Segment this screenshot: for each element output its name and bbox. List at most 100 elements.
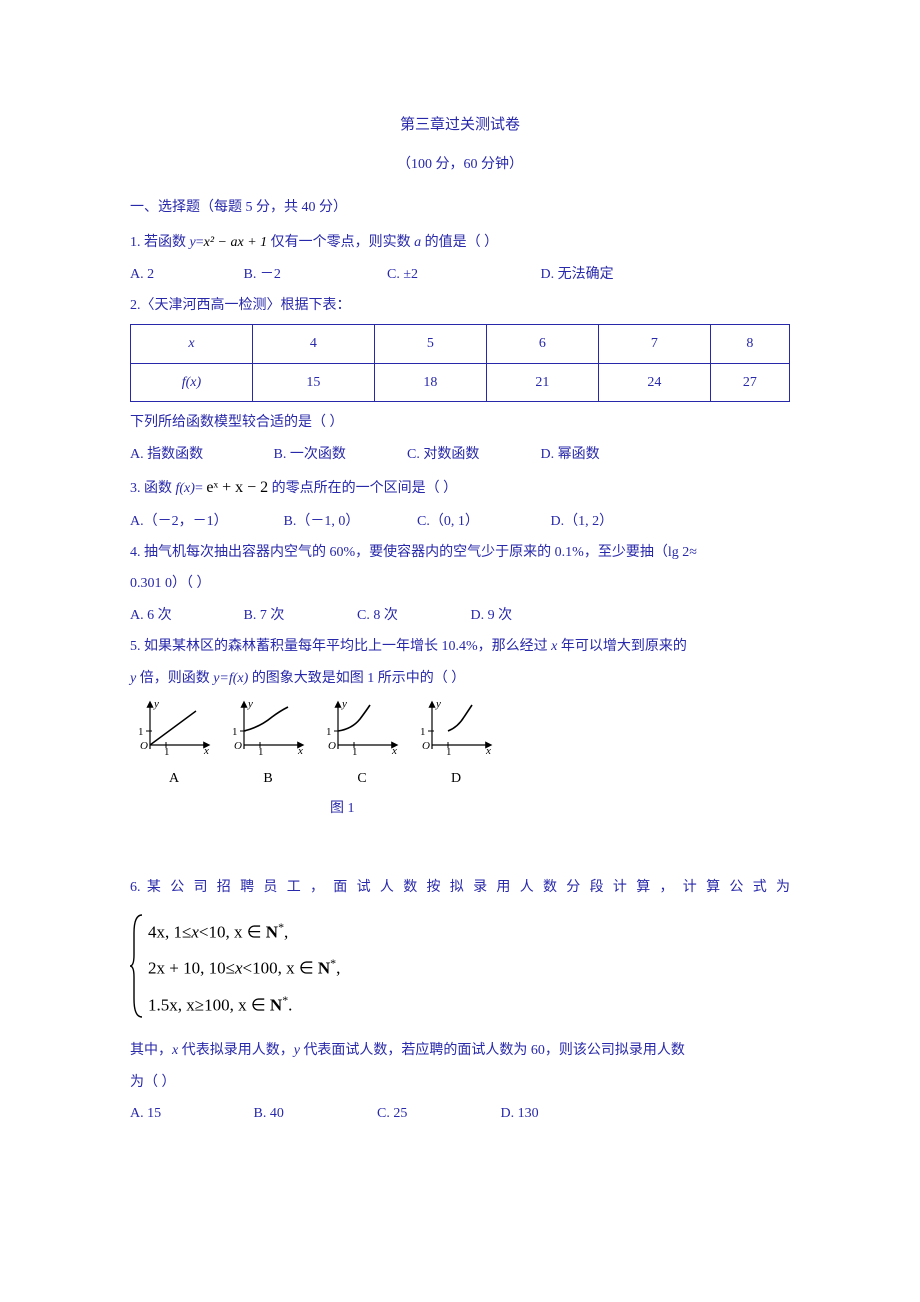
q2-v1: 18 xyxy=(374,363,486,401)
piece-line-3: 1.5x, x≥100, x ∈ N*. xyxy=(148,995,340,1014)
q2-opt-c: C. 对数函数 xyxy=(407,440,537,469)
svg-text:y: y xyxy=(247,699,253,710)
brace-icon xyxy=(130,913,146,1019)
question-6-after1: 其中，x 代表拟录用人数，y 代表面试人数，若应聘的面试人数为 60，则该公司拟… xyxy=(130,1036,790,1065)
svg-text:1: 1 xyxy=(164,746,170,755)
chart-b-label: B xyxy=(230,764,306,793)
q1-options: A. 2 B. －2 C. ±2 D. 无法确定 xyxy=(130,260,790,289)
q6-opt-c: C. 25 xyxy=(377,1099,497,1128)
pw2-lt: < xyxy=(242,959,252,978)
svg-text:1: 1 xyxy=(446,746,452,755)
pw2-c: , xyxy=(336,959,340,978)
q1-tail: 的值是（ ） xyxy=(421,235,498,250)
q2-opt-d: D. 幂函数 xyxy=(541,440,600,469)
chart-d-label: D xyxy=(418,764,494,793)
chart-b: y x O 1 1 B xyxy=(230,699,306,794)
q3-opt-a: A.（－2，－1） xyxy=(130,507,280,536)
page: 第三章过关测试卷 （100 分，60 分钟） 一、选择题（每题 5 分，共 40… xyxy=(0,0,920,1191)
q5-l2-post: 的图象大致是如图 1 所示中的（ ） xyxy=(248,671,465,686)
q3-post: 的零点所在的一个区间是（ ） xyxy=(268,481,457,496)
q4-opt-c: C. 8 次 xyxy=(357,601,467,630)
q6-options: A. 15 B. 40 C. 25 D. 130 xyxy=(130,1099,790,1128)
q3-opt-c: C.（0, 1） xyxy=(417,507,547,536)
chart-a-label: A xyxy=(136,764,212,793)
svg-text:O: O xyxy=(422,740,430,752)
svg-text:y: y xyxy=(153,699,159,710)
q3-formula: eˣ + x − 2 xyxy=(206,479,268,496)
piece-line-1: 4x, 1≤x<10, x ∈ N*, xyxy=(148,922,340,941)
table-row: x 4 5 6 7 8 xyxy=(131,325,790,363)
q6-opt-d: D. 130 xyxy=(501,1099,539,1128)
q1-opt-c: C. ±2 xyxy=(387,260,537,289)
pw3-end: 100, x ∈ xyxy=(204,995,270,1014)
q1-opt-a: A. 2 xyxy=(130,260,240,289)
question-5-line2: y 倍，则函数 y=f(x) 的图象大致是如图 1 所示中的（ ） xyxy=(130,664,790,693)
q3-options: A.（－2，－1） B.（－1, 0） C.（0, 1） D.（1, 2） xyxy=(130,507,790,536)
chart-d: y x O 1 1 D xyxy=(418,699,494,794)
svg-text:O: O xyxy=(234,740,242,752)
q2-fx: f(x) xyxy=(131,363,253,401)
chart-c-svg: y x O 1 1 xyxy=(324,699,400,755)
q2-after: 下列所给函数模型较合适的是（ ） xyxy=(130,408,790,437)
q3-eq: = xyxy=(195,481,206,496)
q2-th-6: 6 xyxy=(486,325,598,363)
q2-th-x: x xyxy=(131,325,253,363)
q2-opt-a: A. 指数函数 xyxy=(130,440,270,469)
q2-options: A. 指数函数 B. 一次函数 C. 对数函数 D. 幂函数 xyxy=(130,440,790,469)
q2-th-7: 7 xyxy=(598,325,710,363)
page-subtitle: （100 分，60 分钟） xyxy=(130,150,790,179)
question-6-after2: 为（ ） xyxy=(130,1068,790,1097)
svg-text:1: 1 xyxy=(258,746,264,755)
q2-th-4: 4 xyxy=(252,325,374,363)
svg-text:1: 1 xyxy=(420,726,426,738)
q1-pre: 1. 若函数 xyxy=(130,235,190,250)
q2-v0: 15 xyxy=(252,363,374,401)
chart-a: y x O 1 1 A xyxy=(136,699,212,794)
q5-l1-pre: 5. 如果某林区的森林蓄积量每年平均比上一年增长 10.4%，那么经过 xyxy=(130,639,551,654)
q5-charts: y x O 1 1 A y x O 1 1 xyxy=(136,699,790,794)
q2-v2: 21 xyxy=(486,363,598,401)
chart-c-label: C xyxy=(324,764,400,793)
q5-l1-post: 年可以增大到原来的 xyxy=(557,639,687,654)
q3-pre: 3. 函数 xyxy=(130,481,176,496)
q6-aft-mid1: 代表拟录用人数， xyxy=(178,1043,294,1058)
chart-c: y x O 1 1 C xyxy=(324,699,400,794)
pw3-p: . xyxy=(288,995,292,1014)
pw1-x: x xyxy=(191,922,199,941)
svg-text:x: x xyxy=(485,745,491,755)
q1-post: 仅有一个零点，则实数 xyxy=(267,235,414,250)
q1-opt-d: D. 无法确定 xyxy=(541,260,614,289)
pw1-expr: 4x, 1 xyxy=(148,922,182,941)
q5-l2-mid: 倍，则函数 xyxy=(136,671,213,686)
piece-line-2: 2x + 10, 10≤x<100, x ∈ N*, xyxy=(148,958,340,977)
svg-text:O: O xyxy=(328,740,336,752)
svg-text:x: x xyxy=(391,745,397,755)
q6-piecewise: 4x, 1≤x<10, x ∈ N*, 2x + 10, 10≤x<100, x… xyxy=(130,913,790,1023)
piecewise-lines: 4x, 1≤x<10, x ∈ N*, 2x + 10, 10≤x<100, x… xyxy=(146,913,340,1023)
q1-opt-b: B. －2 xyxy=(244,260,384,289)
svg-text:1: 1 xyxy=(326,726,332,738)
svg-text:O: O xyxy=(140,740,148,752)
pw2-expr: 2x + 10, 10 xyxy=(148,959,226,978)
svg-text:1: 1 xyxy=(232,726,238,738)
q5-yfx: y=f(x) xyxy=(213,671,248,686)
question-4-line1: 4. 抽气机每次抽出容器内空气的 60%，要使容器内的空气少于原来的 0.1%，… xyxy=(130,538,790,567)
q6-aft-pre: 其中， xyxy=(130,1043,172,1058)
question-6-stem: 6. 某 公 司 招 聘 员 工 ， 面 试 人 数 按 拟 录 用 人 数 分… xyxy=(130,873,790,902)
chart-b-svg: y x O 1 1 xyxy=(230,699,306,755)
q3-opt-b: B.（－1, 0） xyxy=(284,507,414,536)
svg-text:1: 1 xyxy=(138,726,144,738)
q4-opt-b: B. 7 次 xyxy=(244,601,354,630)
svg-text:y: y xyxy=(435,699,441,710)
q6-opt-a: A. 15 xyxy=(130,1099,250,1128)
svg-text:x: x xyxy=(297,745,303,755)
pw3-ge: ≥ xyxy=(195,995,204,1014)
q2-th-5: 5 xyxy=(374,325,486,363)
q1-formula: x² − ax + 1 xyxy=(204,235,268,250)
pw2-end: 100, x ∈ xyxy=(252,959,318,978)
q2-opt-b: B. 一次函数 xyxy=(274,440,404,469)
q4-options: A. 6 次 B. 7 次 C. 8 次 D. 9 次 xyxy=(130,601,790,630)
chart-a-svg: y x O 1 1 xyxy=(136,699,212,755)
pw1-N: N xyxy=(266,922,278,941)
q4-opt-d: D. 9 次 xyxy=(471,601,513,630)
